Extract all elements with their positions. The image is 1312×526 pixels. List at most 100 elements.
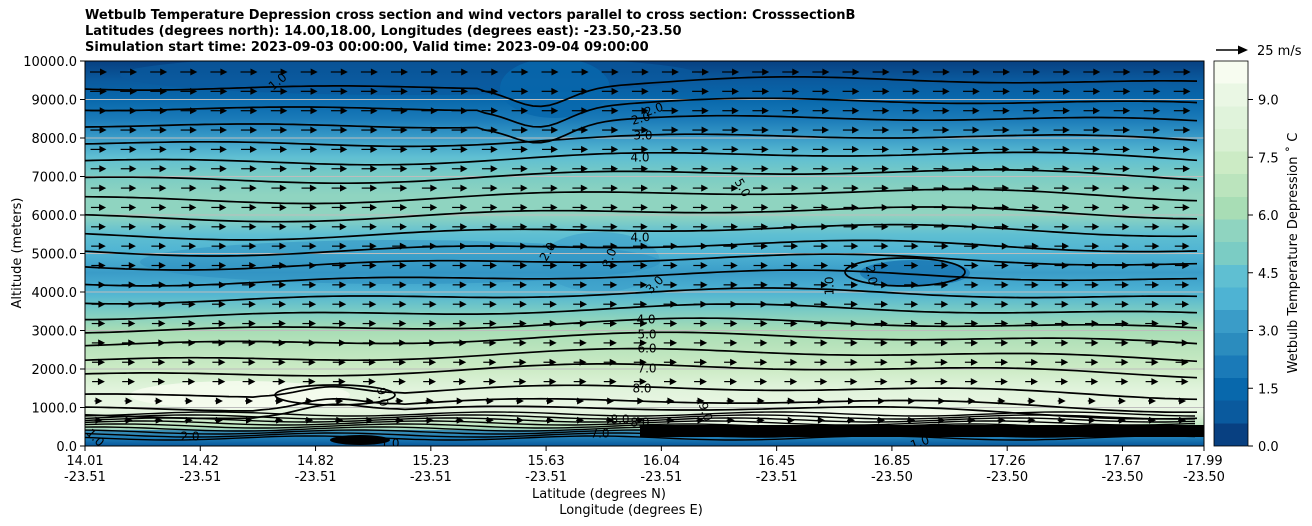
wind-vector-head (1183, 145, 1191, 153)
wind-vector-head (882, 68, 890, 76)
contour-label: 4.0 (630, 231, 649, 245)
wind-vector-head (971, 281, 979, 289)
wind-vector-head (611, 126, 619, 134)
surface-contour-line (85, 420, 1196, 426)
wind-vector-head (491, 107, 499, 115)
colorbar-bar (1213, 60, 1249, 447)
wind-vector-head (761, 165, 769, 173)
wind-vector-head (190, 107, 198, 115)
wind-vector-head (1121, 378, 1129, 386)
x-tick-label-lat: 14.01 (66, 454, 103, 469)
wind-vector-head (670, 203, 678, 211)
wind-vector-head (760, 378, 768, 386)
contour-line (85, 151, 1198, 166)
wind-vector-head (850, 358, 858, 366)
wind-vector-head (309, 281, 317, 289)
contour-lines (85, 76, 1198, 420)
wind-vector-head (220, 68, 228, 76)
wind-vector-head (369, 320, 377, 328)
contour-line (85, 253, 1198, 271)
wind-vector-head (940, 339, 948, 347)
wind-vector-head (851, 242, 859, 250)
wind-vector-head (130, 68, 138, 76)
wind-vector-head (489, 320, 497, 328)
contour-label: 4.0 (636, 313, 655, 327)
wind-vector-head (430, 203, 438, 211)
x-tick-label-lat: 15.63 (527, 454, 564, 469)
wind-vector-head (581, 126, 589, 134)
wind-vector-head (127, 378, 135, 386)
wind-vector-head (852, 87, 860, 95)
wind-vector-head (610, 184, 618, 192)
colorbar-tick-label: 9.0 (1258, 94, 1279, 109)
wind-vector-head (219, 184, 227, 192)
wind-vector-head (429, 320, 437, 328)
wind-vector-head (99, 107, 107, 115)
x-tick-label-lon: -23.51 (295, 470, 337, 485)
wind-vector-head (731, 184, 739, 192)
wind-vector-head (490, 223, 498, 231)
contour-line (85, 206, 1198, 223)
wind-vector-head (249, 242, 257, 250)
wind-vector-head (729, 378, 737, 386)
wind-vector-head (580, 242, 588, 250)
wind-vector-head (396, 397, 404, 405)
wind-vector-head (1121, 339, 1129, 347)
wind-vector-head (370, 107, 378, 115)
wind-vector-head (610, 281, 618, 289)
contour-line (85, 97, 1198, 128)
wind-vector-head (821, 242, 829, 250)
wind-vector-head (98, 320, 106, 328)
wind-vector-head (791, 184, 799, 192)
wind-vector-head (669, 378, 677, 386)
wind-vector-head (671, 107, 679, 115)
wind-vector-head (1092, 165, 1100, 173)
wind-vector-head (790, 320, 798, 328)
contour-label: 3.0 (600, 246, 620, 269)
wind-vector-head (610, 242, 618, 250)
surface-contour-dense-band (330, 435, 390, 445)
wind-vector-head (912, 87, 920, 95)
wind-vector-head (279, 165, 287, 173)
wind-vector-head (639, 358, 647, 366)
wind-vector-head (1122, 165, 1130, 173)
quiver-key: 25 m/s (1216, 44, 1302, 59)
wind-vector-head (731, 203, 739, 211)
wind-vector-head (1152, 165, 1160, 173)
wind-vector-head (400, 203, 408, 211)
wind-vector-head (972, 126, 980, 134)
wind-vector-head (129, 126, 137, 134)
x-tick-label-lat: 14.82 (297, 454, 334, 469)
wind-vector-head (820, 320, 828, 328)
wind-vector-head (550, 145, 558, 153)
wind-vector-head (99, 165, 107, 173)
wind-vector-head (98, 242, 106, 250)
wind-vector-head (486, 397, 494, 405)
wind-vector-head (1182, 184, 1190, 192)
wind-vector-head (399, 300, 407, 308)
wind-vector-head (1001, 223, 1009, 231)
wind-vector-head (1152, 145, 1160, 153)
wind-vector-head (581, 87, 589, 95)
wind-vector-head (340, 126, 348, 134)
wind-vector-head (489, 339, 497, 347)
wind-vector-head (700, 339, 708, 347)
wind-vector-head (790, 339, 798, 347)
wind-vector-head (1181, 320, 1189, 328)
wind-vector-head (938, 416, 946, 424)
wind-vector-head (400, 87, 408, 95)
wind-vector-head (941, 281, 949, 289)
wind-vector-head (188, 262, 196, 269)
wind-vector-head (129, 203, 137, 211)
wind-vector-head (611, 165, 619, 173)
wind-vector-head (160, 87, 168, 95)
wind-vector-head (910, 358, 918, 366)
wind-vector-head (730, 281, 738, 289)
contour-label: 9.0 (374, 386, 391, 407)
wind-vector-head (280, 126, 288, 134)
wind-vector-head (339, 242, 347, 250)
contour-label: 2.0 (863, 264, 880, 285)
wind-vector-head (129, 223, 137, 231)
wind-vector-head (639, 339, 647, 347)
wind-vector-head (189, 242, 197, 250)
